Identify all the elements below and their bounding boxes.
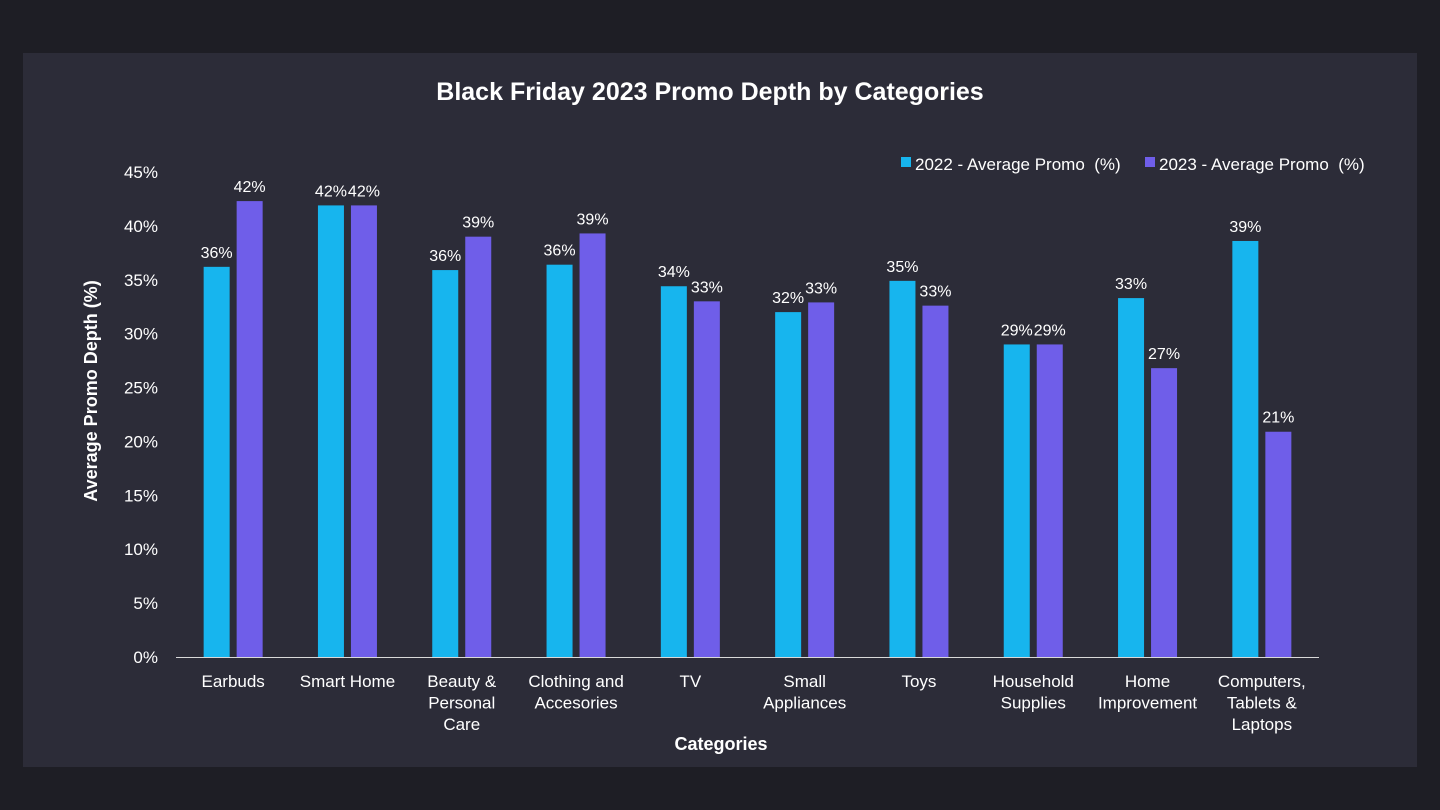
bar-2023	[1036, 344, 1063, 657]
bar-2023	[236, 201, 263, 657]
y-tick-label: 10%	[124, 540, 158, 559]
y-tick-label: 15%	[124, 486, 158, 505]
bar-2023	[350, 205, 377, 657]
y-tick-label: 0%	[133, 648, 158, 667]
bar-2022	[546, 264, 573, 657]
bar-2022	[1118, 298, 1145, 657]
x-tick-label: Home Improvement	[1098, 672, 1197, 713]
x-tick-label: Household Supplies	[993, 672, 1074, 713]
legend-label-2023: 2023 - Average Promo (%)	[1159, 155, 1365, 174]
bar-2023	[808, 302, 835, 657]
data-label-2023: 39%	[462, 215, 494, 232]
data-label-2023: 21%	[1262, 410, 1294, 427]
legend-swatch-2023	[1145, 157, 1155, 167]
x-tick-label: TV	[679, 672, 701, 691]
x-tick-label: Earbuds	[201, 672, 264, 691]
data-label-2022: 34%	[658, 264, 690, 281]
data-label-2022: 36%	[201, 245, 233, 262]
data-label-2023: 33%	[805, 280, 837, 297]
data-label-2022: 32%	[772, 290, 804, 307]
bar-2022	[660, 286, 687, 657]
bar-chart: Black Friday 2023 Promo Depth by Categor…	[81, 78, 1365, 754]
chart-title: Black Friday 2023 Promo Depth by Categor…	[436, 78, 983, 106]
bar-2022	[775, 312, 802, 657]
bars	[203, 201, 1292, 657]
data-label-2022: 29%	[1001, 322, 1033, 339]
legend-swatch-2022	[901, 157, 911, 167]
y-axis-ticks: 0% 5% 10% 15% 20% 25% 30% 35% 40% 45%	[124, 163, 158, 667]
y-tick-label: 30%	[124, 325, 158, 344]
bar-2023	[579, 233, 606, 657]
bar-2022	[889, 280, 916, 657]
x-tick-label: Computers, Tablets & Laptops	[1218, 672, 1306, 734]
data-label-2023: 39%	[577, 211, 609, 228]
bar-2022	[1003, 344, 1030, 657]
data-label-2022: 36%	[429, 248, 461, 265]
bar-2023	[1265, 431, 1292, 657]
x-axis-title: Categories	[674, 734, 767, 754]
bar-2023	[465, 236, 492, 657]
y-tick-label: 45%	[124, 163, 158, 182]
data-label-2022: 36%	[544, 243, 576, 260]
y-tick-label: 35%	[124, 271, 158, 290]
y-tick-label: 5%	[133, 594, 158, 613]
data-label-2023: 42%	[348, 183, 380, 200]
data-label-2022: 33%	[1115, 276, 1147, 293]
bar-2022	[432, 270, 459, 657]
x-tick-label: Beauty & Personal Care	[427, 672, 497, 734]
y-tick-label: 25%	[124, 379, 158, 398]
data-label-2022: 35%	[886, 259, 918, 276]
data-label-2023: 29%	[1034, 322, 1066, 339]
bar-2023	[922, 305, 949, 657]
x-axis-category-labels: Earbuds Smart Home Beauty & Personal Care Clo…	[201, 672, 1305, 734]
bar-2023	[693, 301, 720, 657]
data-labels: 36%42% 42% 42%36%39%36%39%34%33%32%33%35%3…	[201, 179, 1295, 427]
data-label-2023: 27%	[1148, 346, 1180, 363]
bar-2022	[1232, 240, 1259, 657]
chart-panel: Black Friday 2023 Promo Depth by Categor…	[23, 53, 1417, 767]
data-label-2023: 42%	[234, 179, 266, 196]
y-axis-title: Average Promo Depth (%)	[81, 280, 101, 501]
y-tick-label: 40%	[124, 217, 158, 236]
bar-2023	[1151, 368, 1178, 657]
data-label-2022: 42%	[315, 183, 347, 200]
bar-2022	[203, 266, 230, 657]
data-label-2023: 33%	[919, 284, 951, 301]
data-label-2022: 39%	[1229, 219, 1261, 236]
x-tick-label: Clothing and Accesories	[528, 672, 623, 713]
y-tick-label: 20%	[124, 432, 158, 451]
legend: 2022 - Average Promo (%) 2023 - Average …	[901, 155, 1365, 174]
legend-label-2022: 2022 - Average Promo (%)	[915, 155, 1121, 174]
data-label-2023: 33%	[691, 279, 723, 296]
x-tick-label: Toys	[901, 672, 936, 691]
x-tick-label: Smart Home	[300, 672, 395, 691]
bar-2022	[317, 205, 344, 657]
x-tick-label: Small Appliances	[763, 672, 846, 713]
